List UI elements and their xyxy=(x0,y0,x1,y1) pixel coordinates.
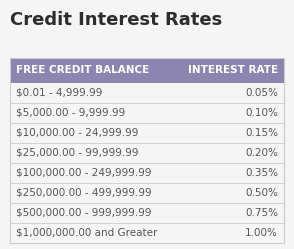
Bar xyxy=(10,58,284,83)
Text: $0.01 - 4,999.99: $0.01 - 4,999.99 xyxy=(16,88,102,98)
Text: FREE CREDIT BALANCE: FREE CREDIT BALANCE xyxy=(16,65,149,75)
Text: 1.00%: 1.00% xyxy=(245,228,278,238)
Text: $1,000,000.00 and Greater: $1,000,000.00 and Greater xyxy=(16,228,157,238)
Text: 0.50%: 0.50% xyxy=(245,188,278,198)
Text: INTEREST RATE: INTEREST RATE xyxy=(188,65,278,75)
Text: 0.35%: 0.35% xyxy=(245,168,278,178)
Text: 0.10%: 0.10% xyxy=(245,108,278,118)
Text: $5,000.00 - 9,999.99: $5,000.00 - 9,999.99 xyxy=(16,108,125,118)
Text: $25,000.00 - 99,999.99: $25,000.00 - 99,999.99 xyxy=(16,148,138,158)
Text: $10,000.00 - 24,999.99: $10,000.00 - 24,999.99 xyxy=(16,128,138,138)
Text: $500,000.00 - 999,999.99: $500,000.00 - 999,999.99 xyxy=(16,208,151,218)
Text: $250,000.00 - 499,999.99: $250,000.00 - 499,999.99 xyxy=(16,188,152,198)
Text: Credit Interest Rates: Credit Interest Rates xyxy=(10,11,222,29)
Text: 0.75%: 0.75% xyxy=(245,208,278,218)
Text: $100,000.00 - 249,999.99: $100,000.00 - 249,999.99 xyxy=(16,168,151,178)
Text: 0.05%: 0.05% xyxy=(245,88,278,98)
Bar xyxy=(10,58,284,243)
Text: 0.15%: 0.15% xyxy=(245,128,278,138)
Text: 0.20%: 0.20% xyxy=(245,148,278,158)
